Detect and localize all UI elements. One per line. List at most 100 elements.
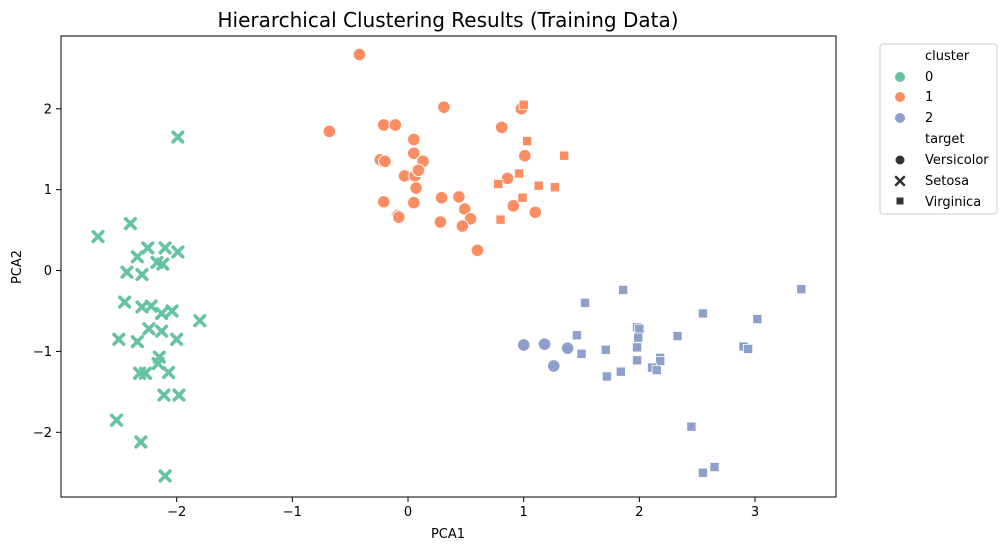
point-cluster-1-versicolor-25 [494, 120, 509, 135]
y-tick-label-2: 0 [44, 264, 52, 279]
legend: cluster 0 1 2 target Versicolor Setosa V… [879, 43, 998, 215]
point-cluster-0-setosa-29 [109, 413, 124, 427]
legend-marker-cluster-2 [895, 113, 905, 123]
legend-marker-setosa [894, 175, 906, 187]
point-cluster-2-virginica-23 [709, 462, 720, 473]
point-cluster-2-versicolor-0 [516, 338, 531, 352]
point-cluster-2-virginica-4 [752, 314, 763, 325]
y-axis-label: PCA2 [10, 250, 25, 284]
point-cluster-1-versicolor-28 [500, 171, 515, 186]
point-cluster-1-versicolor-15 [434, 190, 449, 205]
point-cluster-1-versicolor-17 [406, 195, 421, 210]
point-cluster-0-setosa-20 [130, 335, 144, 349]
point-cluster-2-virginica-9 [633, 332, 644, 343]
point-cluster-2-virginica-16 [632, 355, 643, 366]
point-cluster-2-virginica-21 [601, 371, 612, 382]
legend-marker-cluster-1 [895, 92, 905, 102]
y-tick-label-3: 1 [44, 183, 52, 198]
point-cluster-0-setosa-8 [156, 257, 170, 271]
point-cluster-2-virginica-14 [576, 348, 587, 359]
point-cluster-1-versicolor-23 [455, 219, 470, 233]
legend-label-cluster-1: 1 [925, 90, 933, 105]
point-cluster-0-setosa-25 [138, 366, 153, 380]
point-cluster-0-setosa-23 [151, 356, 165, 371]
point-cluster-2-virginica-6 [634, 323, 645, 334]
chart-title: Hierarchical Clustering Results (Trainin… [217, 8, 678, 32]
point-cluster-1-virginica-1 [522, 136, 533, 147]
point-cluster-1-versicolor-30 [528, 205, 543, 220]
point-cluster-2-virginica-19 [651, 365, 662, 376]
point-cluster-2-virginica-0 [796, 284, 807, 295]
x-tick-label-5: 3 [751, 505, 759, 520]
point-cluster-0-setosa-0 [91, 229, 105, 244]
y-axis: −2 −1 0 1 2 [33, 102, 61, 441]
point-cluster-0-setosa-10 [135, 267, 149, 282]
point-cluster-0-setosa-19 [112, 332, 126, 346]
point-cluster-1-virginica-2 [559, 150, 570, 161]
point-cluster-1-virginica-6 [549, 182, 560, 193]
legend-style-title: target [925, 132, 965, 147]
point-cluster-2-virginica-22 [686, 421, 697, 432]
point-cluster-2-virginica-10 [632, 342, 643, 353]
legend-entry-cluster-1: 1 [895, 90, 933, 105]
point-cluster-0-setosa-17 [142, 322, 156, 336]
x-tick-label-3: 1 [520, 505, 528, 520]
point-cluster-1-versicolor-6 [406, 146, 421, 161]
point-cluster-1-versicolor-29 [506, 199, 521, 213]
point-cluster-0-setosa-11 [118, 295, 132, 309]
legend-marker-virginica [896, 197, 904, 205]
point-cluster-2-versicolor-2 [560, 341, 575, 355]
point-cluster-2-virginica-7 [571, 330, 582, 341]
point-cluster-2-versicolor-1 [537, 337, 552, 351]
point-cluster-1-versicolor-14 [452, 190, 466, 204]
x-axis-label: PCA1 [431, 527, 465, 542]
point-cluster-0-setosa-16 [193, 314, 207, 328]
point-cluster-1-versicolor-3 [376, 118, 391, 132]
point-cluster-1-virginica-5 [533, 180, 544, 191]
point-cluster-1-virginica-0 [518, 99, 529, 110]
point-cluster-2-virginica-1 [618, 284, 629, 295]
legend-label-cluster-2: 2 [925, 111, 933, 126]
point-cluster-1-versicolor-13 [409, 181, 423, 195]
point-cluster-0-setosa-4 [158, 241, 172, 255]
point-cluster-0-setosa-21 [170, 332, 184, 346]
legend-marker-cluster-0 [895, 72, 905, 82]
plot-area [91, 47, 807, 483]
point-cluster-1-versicolor-16 [376, 194, 391, 209]
point-cluster-0-setosa-6 [130, 250, 144, 264]
legend-label-setosa: Setosa [925, 174, 969, 189]
point-cluster-2-virginica-8 [672, 331, 683, 342]
point-cluster-1-versicolor-5 [406, 132, 421, 147]
point-cluster-1-versicolor-0 [352, 47, 367, 62]
point-cluster-2-virginica-24 [697, 467, 708, 478]
point-cluster-1-virginica-4 [493, 179, 504, 190]
point-cluster-0-setosa-15 [165, 304, 179, 318]
point-cluster-0-setosa-31 [158, 469, 172, 483]
point-cluster-1-virginica-7 [517, 192, 528, 203]
point-cluster-0-setosa-2 [171, 130, 185, 144]
legend-entry-cluster-2: 2 [895, 111, 933, 126]
x-axis: −2 −1 0 1 2 3 [167, 497, 759, 520]
point-cluster-0-setosa-27 [157, 388, 171, 402]
y-tick-label-0: −2 [33, 426, 52, 441]
legend-label-versicolor: Versicolor [925, 153, 989, 168]
point-cluster-1-versicolor-24 [470, 243, 485, 258]
point-cluster-1-versicolor-20 [391, 210, 406, 224]
point-cluster-0-setosa-13 [144, 299, 158, 313]
point-cluster-1-versicolor-4 [388, 118, 403, 132]
point-cluster-0-setosa-9 [120, 265, 134, 279]
x-tick-label-0: −2 [167, 505, 186, 520]
point-cluster-1-versicolor-22 [433, 215, 448, 229]
point-cluster-0-setosa-18 [155, 324, 169, 338]
point-cluster-1-virginica-3 [514, 168, 525, 179]
legend-label-cluster-0: 0 [925, 70, 933, 85]
point-cluster-0-setosa-1 [123, 217, 138, 231]
point-cluster-1-versicolor-2 [322, 124, 337, 139]
y-tick-label-4: 2 [44, 102, 52, 117]
point-cluster-0-setosa-5 [171, 245, 185, 259]
x-tick-label-2: 0 [404, 505, 412, 520]
point-cluster-1-virginica-8 [495, 214, 506, 225]
y-tick-label-1: −1 [33, 345, 52, 360]
x-tick-label-1: −1 [283, 505, 302, 520]
